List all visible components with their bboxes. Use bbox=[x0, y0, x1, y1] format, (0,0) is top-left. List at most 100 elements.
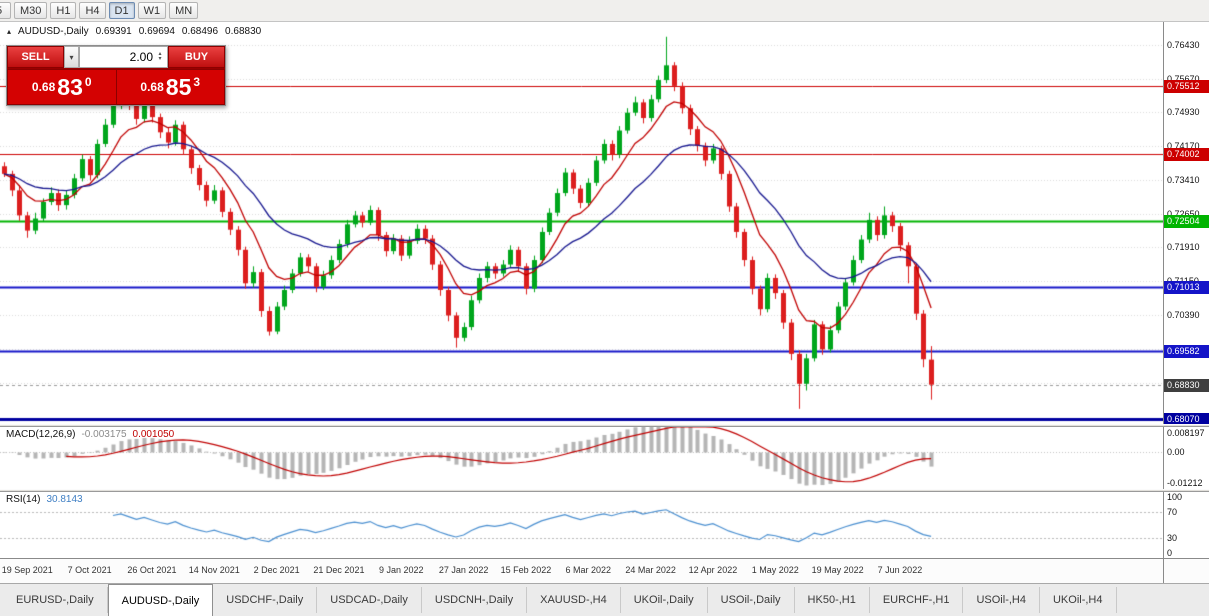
axis-corner bbox=[1163, 558, 1209, 583]
ohlc-high: 0.69694 bbox=[139, 26, 175, 37]
one-click-trade-panel: SELL ▾ 2.00 ▴▾ BUY 0.68830 0.68853 bbox=[6, 45, 226, 106]
date-tick-label: 9 Jan 2022 bbox=[379, 565, 424, 575]
trade-prices-row: 0.68830 0.68853 bbox=[7, 69, 225, 105]
price-tick: 0.71910 bbox=[1167, 242, 1200, 252]
date-tick-label: 2 Dec 2021 bbox=[254, 565, 300, 575]
current-price-label: 0.68830 bbox=[1164, 379, 1209, 392]
chevron-down-icon: ▾ bbox=[69, 53, 73, 62]
sell-price-display: 0.68830 bbox=[8, 70, 116, 104]
symbol-tab-usoil-daily[interactable]: USOil-,Daily bbox=[708, 587, 795, 613]
date-tick-label: 27 Jan 2022 bbox=[439, 565, 489, 575]
macd-tick: -0.01212 bbox=[1167, 478, 1203, 488]
macd-plot: MACD(12,26,9) -0.003175 0.001050 bbox=[0, 427, 1163, 489]
rsi-axis: 100 70 30 0 bbox=[1163, 492, 1209, 558]
symbol-tab-xauusd-h4[interactable]: XAUUSD-,H4 bbox=[527, 587, 621, 613]
macd-tick: 0.00 bbox=[1167, 447, 1185, 457]
rsi-tick: 30 bbox=[1167, 533, 1177, 543]
date-tick-label: 19 Sep 2021 bbox=[2, 565, 53, 575]
ohlc-close: 0.68830 bbox=[225, 26, 261, 37]
symbol-tab-usdchf-daily[interactable]: USDCHF-,Daily bbox=[213, 587, 317, 613]
sell-button[interactable]: SELL bbox=[7, 46, 64, 68]
trading-terminal: 5M30H1H4D1W1MN ▴ AUDUSD-,Daily 0.69391 0… bbox=[0, 0, 1209, 616]
buy-button[interactable]: BUY bbox=[168, 46, 225, 68]
symbol-tab-eurchf-h1[interactable]: EURCHF-,H1 bbox=[870, 587, 964, 613]
date-tick-label: 19 May 2022 bbox=[812, 565, 864, 575]
date-tick-label: 12 Apr 2022 bbox=[689, 565, 738, 575]
macd-label-line: MACD(12,26,9) -0.003175 0.001050 bbox=[6, 429, 174, 440]
buy-price-display: 0.68853 bbox=[117, 70, 225, 104]
price-level-label: 0.71013 bbox=[1164, 281, 1209, 294]
symbol-title: AUDUSD-,Daily bbox=[18, 26, 89, 37]
price-level-label: 0.68070 bbox=[1164, 413, 1209, 424]
buy-price-prefix: 0.68 bbox=[140, 80, 163, 94]
price-tick: 0.74930 bbox=[1167, 107, 1200, 117]
timeframe-button-5[interactable]: 5 bbox=[0, 2, 11, 19]
macd-axis: 0.008197 0.00 -0.01212 bbox=[1163, 427, 1209, 489]
buy-price-sup: 3 bbox=[193, 75, 200, 89]
rsi-label: RSI(14) bbox=[6, 494, 40, 505]
macd-label: MACD(12,26,9) bbox=[6, 429, 75, 440]
chart-marker-icon: ▴ bbox=[7, 27, 11, 36]
price-tick: 0.73410 bbox=[1167, 175, 1200, 185]
date-axis[interactable]: 19 Sep 2021 7 Oct 2021 26 Oct 2021 14 Nov 2… bbox=[0, 558, 1209, 583]
date-tick-label: 6 Mar 2022 bbox=[566, 565, 612, 575]
symbol-tab-ukoil-daily[interactable]: UKOil-,Daily bbox=[621, 587, 708, 613]
volume-stepper[interactable]: ▴ ▾ bbox=[155, 48, 165, 66]
sell-price-big: 83 bbox=[57, 76, 83, 99]
timeframe-button-m30[interactable]: M30 bbox=[14, 2, 47, 19]
timeframe-button-mn[interactable]: MN bbox=[169, 2, 198, 19]
macd-tick: 0.008197 bbox=[1167, 428, 1205, 438]
trade-controls-row: SELL ▾ 2.00 ▴▾ BUY bbox=[7, 46, 225, 69]
rsi-label-line: RSI(14) 30.8143 bbox=[6, 494, 83, 505]
date-tick-label: 26 Oct 2021 bbox=[127, 565, 176, 575]
date-tick-label: 15 Feb 2022 bbox=[501, 565, 552, 575]
symbol-tab-hk50-h1[interactable]: HK50-,H1 bbox=[795, 587, 870, 613]
price-level-label: 0.75512 bbox=[1164, 80, 1209, 93]
symbol-tab-eurusd-daily[interactable]: EURUSD-,Daily bbox=[3, 587, 108, 613]
macd-main-value: -0.003175 bbox=[81, 429, 126, 440]
main-chart-panel: ▴ AUDUSD-,Daily 0.69391 0.69694 0.68496 … bbox=[0, 22, 1209, 424]
symbol-tab-usdcnh-daily[interactable]: USDCNH-,Daily bbox=[422, 587, 527, 613]
rsi-plot: RSI(14) 30.8143 bbox=[0, 492, 1163, 558]
rsi-canvas bbox=[0, 492, 1163, 558]
price-tick: 0.76430 bbox=[1167, 40, 1200, 50]
trade-options-dropdown[interactable]: ▾ bbox=[64, 46, 79, 68]
rsi-panel: RSI(14) 30.8143 100 70 30 0 bbox=[0, 492, 1209, 558]
symbol-tab-usoil-h4[interactable]: USOil-,H4 bbox=[963, 587, 1040, 613]
rsi-tick: 70 bbox=[1167, 507, 1177, 517]
date-tick-label: 7 Jun 2022 bbox=[878, 565, 923, 575]
timeframe-button-d1[interactable]: D1 bbox=[109, 2, 135, 19]
macd-panel: MACD(12,26,9) -0.003175 0.001050 0.00819… bbox=[0, 427, 1209, 489]
symbol-tab-audusd-daily[interactable]: AUDUSD-,Daily bbox=[108, 584, 214, 616]
spin-down-icon: ▾ bbox=[158, 57, 161, 62]
timeframe-button-w1[interactable]: W1 bbox=[138, 2, 167, 19]
main-chart-plot: ▴ AUDUSD-,Daily 0.69391 0.69694 0.68496 … bbox=[0, 22, 1163, 424]
rsi-tick: 100 bbox=[1167, 492, 1182, 502]
symbol-tab-ukoil-h4[interactable]: UKOil-,H4 bbox=[1040, 587, 1117, 613]
date-tick-label: 1 May 2022 bbox=[752, 565, 799, 575]
price-tick: 0.70390 bbox=[1167, 310, 1200, 320]
volume-field[interactable]: 2.00 ▴▾ bbox=[79, 46, 168, 68]
sell-price-sup: 0 bbox=[85, 75, 92, 89]
date-tick-label: 7 Oct 2021 bbox=[68, 565, 112, 575]
macd-canvas bbox=[0, 427, 1163, 489]
ohlc-low: 0.68496 bbox=[182, 26, 218, 37]
symbol-ohlc-line: ▴ AUDUSD-,Daily 0.69391 0.69694 0.68496 … bbox=[7, 26, 261, 37]
timeframe-toolbar: 5M30H1H4D1W1MN bbox=[0, 0, 1209, 22]
timeframe-button-h4[interactable]: H4 bbox=[79, 2, 105, 19]
date-tick-label: 21 Dec 2021 bbox=[313, 565, 364, 575]
price-axis[interactable]: 0.764300.756700.749300.741700.734100.726… bbox=[1163, 22, 1209, 424]
date-tick-label: 24 Mar 2022 bbox=[625, 565, 676, 575]
date-axis-labels: 19 Sep 2021 7 Oct 2021 26 Oct 2021 14 Nov 2… bbox=[0, 558, 1163, 583]
ohlc-open: 0.69391 bbox=[96, 26, 132, 37]
price-level-label: 0.72504 bbox=[1164, 215, 1209, 228]
rsi-value: 30.8143 bbox=[46, 494, 82, 505]
macd-signal-value: 0.001050 bbox=[133, 429, 175, 440]
price-level-label: 0.69582 bbox=[1164, 345, 1209, 358]
rsi-tick: 0 bbox=[1167, 548, 1172, 558]
chart-tabs-bar: EURUSD-,DailyAUDUSD-,DailyUSDCHF-,DailyU… bbox=[0, 583, 1209, 616]
symbol-tab-usdcad-daily[interactable]: USDCAD-,Daily bbox=[317, 587, 422, 613]
timeframe-button-h1[interactable]: H1 bbox=[50, 2, 76, 19]
date-tick-label: 14 Nov 2021 bbox=[189, 565, 240, 575]
buy-price-big: 85 bbox=[166, 76, 192, 99]
